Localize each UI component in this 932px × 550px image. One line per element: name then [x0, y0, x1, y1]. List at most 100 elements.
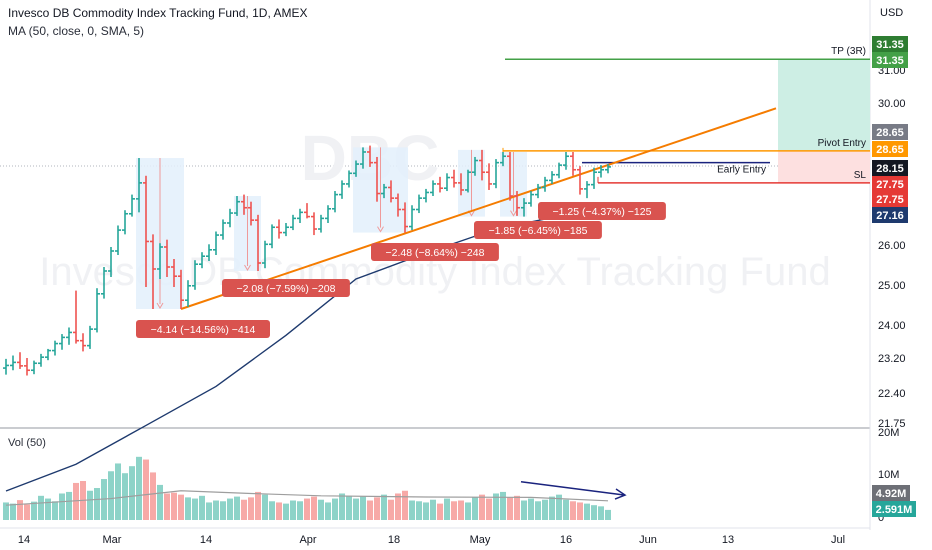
volume-bar [437, 503, 443, 520]
candle [514, 191, 520, 216]
candle [598, 165, 604, 178]
volume-indicator-label[interactable]: Vol (50) [8, 437, 46, 449]
ma-indicator-label[interactable]: MA (50, close, 0, SMA, 5) [8, 24, 145, 38]
time-tick-label: Mar [103, 534, 122, 546]
drawdown-label: −1.85 (−6.45%) −185 [488, 225, 587, 237]
candle [220, 219, 226, 240]
time-tick-label: 16 [560, 534, 572, 546]
candle [31, 360, 37, 375]
tp-axis-label: 31.35 [876, 55, 904, 67]
candle [542, 176, 548, 192]
volume-bar [45, 498, 51, 520]
volume-bar [584, 503, 590, 520]
volume-bar [269, 501, 275, 520]
drawdown-arrowhead [377, 226, 384, 233]
price-tick-label: 23.20 [878, 353, 906, 365]
volume-bar [465, 502, 471, 520]
candle [66, 327, 72, 345]
volume-bar [220, 501, 226, 520]
volume-bar [129, 466, 135, 520]
pivot-entry-text: Pivot Entry [818, 138, 866, 149]
volume-bar [311, 496, 317, 520]
drawdown-label-bg [222, 279, 350, 297]
tp-axis-label-bg [872, 52, 908, 68]
candle [451, 169, 457, 188]
volume-bar [451, 501, 457, 520]
candle [332, 191, 338, 213]
candle [199, 252, 205, 269]
volume-bar [381, 494, 387, 520]
volume-bar [143, 459, 149, 520]
volume-bar [66, 491, 72, 520]
candle [108, 247, 114, 277]
candle [213, 231, 219, 255]
support-trendline [180, 107, 777, 310]
ma-axis-label-bg [872, 207, 908, 223]
drawdown-label-bg [371, 243, 499, 261]
volume-bar [318, 499, 324, 520]
last-price-axis-label: 28.15 [876, 163, 904, 175]
candle [472, 156, 478, 176]
volume-bar [17, 500, 23, 520]
chart-title[interactable]: Invesco DB Commodity Index Tracking Fund… [8, 6, 308, 20]
candle [101, 267, 107, 299]
pivot-axis-label: 28.65 [876, 144, 904, 156]
candle [325, 205, 331, 223]
volume-bar [87, 490, 93, 520]
candle [3, 358, 9, 375]
volume-bar [206, 502, 212, 520]
candle [479, 149, 485, 181]
volume-bar [472, 497, 478, 520]
candle [164, 239, 170, 277]
candle [528, 191, 534, 207]
drawdown-arrowhead [510, 210, 517, 217]
volume-bar [248, 497, 254, 520]
candle [346, 170, 352, 188]
volume-bar [38, 495, 44, 520]
volume-bar [255, 491, 261, 520]
sl-axis-label-2-bg [872, 191, 908, 207]
volume-tick-label: 20M [878, 427, 899, 439]
time-tick-label: Jun [639, 534, 657, 546]
drawdown-label-bg [136, 320, 270, 338]
candle [395, 193, 401, 217]
candle [115, 225, 121, 255]
candle [458, 173, 464, 196]
time-tick-label: 14 [200, 534, 212, 546]
volume-bar [234, 496, 240, 520]
candle [45, 348, 51, 361]
volume-bar [59, 493, 65, 520]
candle [367, 145, 373, 167]
candle [185, 280, 191, 307]
candle [24, 358, 30, 376]
candle [521, 198, 527, 217]
candle [73, 290, 79, 344]
volume-bar [360, 496, 366, 520]
candle [52, 340, 58, 356]
volume-bar [535, 501, 541, 520]
target-zone [778, 59, 870, 151]
volume-bar [31, 501, 37, 520]
volume-bar [332, 498, 338, 520]
candle [178, 269, 184, 309]
candle [584, 181, 590, 199]
volume-bar [605, 509, 611, 520]
candle [570, 151, 576, 176]
sl-text: SL [854, 170, 867, 181]
candle [122, 210, 128, 235]
candle [227, 208, 233, 228]
volume-bar [444, 498, 450, 520]
volume-bar [150, 472, 156, 520]
price-tick-label: 30.00 [878, 98, 906, 110]
candle [297, 208, 303, 223]
pivot-axis-grey-label-bg [872, 124, 908, 140]
volume-ma-line [5, 490, 609, 506]
candle [87, 325, 93, 349]
volume-bar [304, 498, 310, 520]
candle [192, 260, 198, 290]
volume-bar [290, 500, 296, 520]
candle [157, 243, 163, 279]
time-tick-label: 18 [388, 534, 400, 546]
volume-bar [598, 506, 604, 520]
volume-bar [276, 502, 282, 520]
